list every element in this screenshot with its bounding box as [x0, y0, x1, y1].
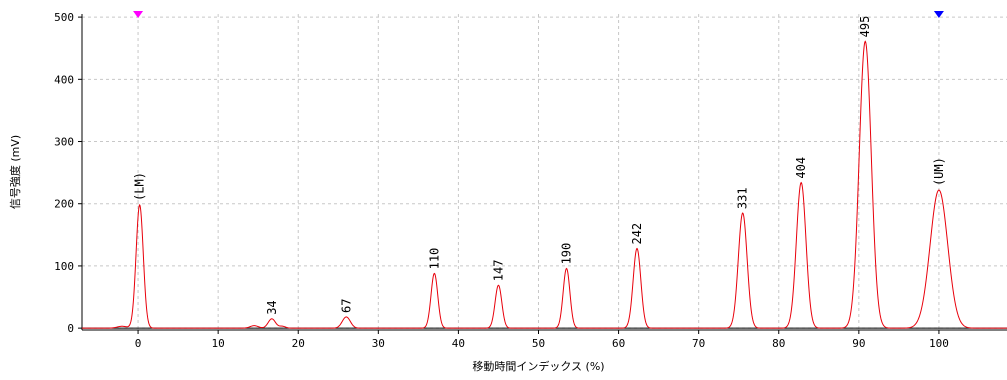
- marker-triangle-icon[interactable]: [133, 11, 144, 18]
- y-tick-label: 0: [67, 322, 74, 335]
- x-tick-label: 30: [372, 337, 385, 350]
- x-tick-label: 40: [452, 337, 465, 350]
- peak-label: 147: [491, 260, 505, 282]
- x-tick-label: 60: [612, 337, 625, 350]
- y-tick-label: 300: [54, 136, 74, 149]
- y-tick-label: 500: [54, 11, 74, 24]
- x-tick-label: 100: [929, 337, 949, 350]
- y-tick-label: 100: [54, 260, 74, 273]
- peak-label: (UM): [932, 157, 946, 186]
- peak-label: 404: [794, 157, 808, 179]
- y-tick-label: 400: [54, 73, 74, 86]
- marker-triangle-icon[interactable]: [933, 11, 944, 18]
- x-axis-title: 移動時間インデックス (%): [472, 359, 604, 373]
- range-markers: [133, 11, 944, 18]
- peak-label: 110: [427, 248, 441, 270]
- x-tick-label: 0: [135, 337, 142, 350]
- x-tick-label: 90: [852, 337, 865, 350]
- x-tick-label: 10: [212, 337, 225, 350]
- x-tick-label: 70: [692, 337, 705, 350]
- y-tick-label: 200: [54, 198, 74, 211]
- signal-trace: [82, 40, 1007, 329]
- x-tick-label: 20: [292, 337, 305, 350]
- x-tick-label: 50: [532, 337, 545, 350]
- grid-lines: [82, 14, 1007, 330]
- peak-label: 331: [736, 187, 750, 209]
- axes: [78, 14, 1007, 334]
- peak-label: 242: [630, 223, 644, 245]
- peak-label: 34: [265, 300, 279, 314]
- peak-label: 67: [339, 298, 353, 312]
- x-tick-label: 80: [772, 337, 785, 350]
- peak-labels: (LM) 34 67 110 147 190 242 331 404 495 (UM): [133, 16, 946, 315]
- y-axis-title: 信号強度 (mV): [8, 135, 22, 209]
- x-tick-labels: 0 10 20 30 40 50 60 70 80 90 100: [135, 337, 949, 350]
- y-tick-labels: 0 100 200 300 400 500: [54, 11, 74, 335]
- peak-label: (LM): [133, 172, 147, 201]
- peak-label: 495: [858, 16, 872, 38]
- peak-label: 190: [560, 243, 574, 265]
